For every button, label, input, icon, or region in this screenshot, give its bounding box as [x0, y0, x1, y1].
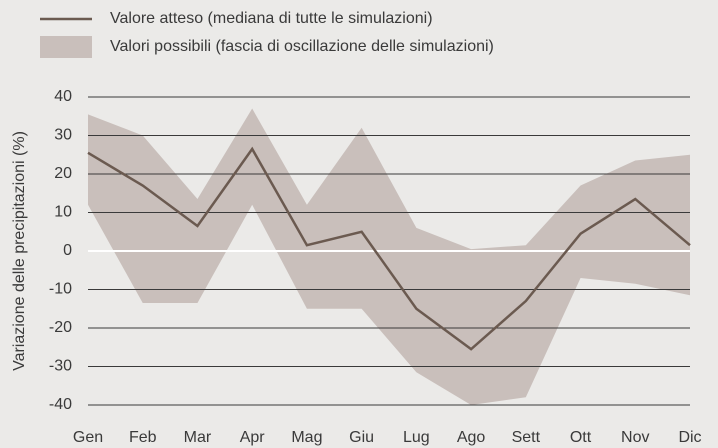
y-tick-label: -30: [49, 358, 72, 375]
x-tick-label: Giu: [349, 429, 374, 446]
x-tick-label: Apr: [240, 429, 266, 446]
x-tick-label: Feb: [129, 429, 157, 446]
x-tick-label: Sett: [512, 429, 541, 446]
legend-label: Valore atteso (mediana di tutte le simul…: [110, 10, 433, 27]
x-tick-label: Dic: [678, 429, 701, 446]
x-tick-label: Nov: [621, 429, 649, 446]
y-tick-label: -10: [49, 281, 72, 298]
median-line: [87, 146, 691, 351]
y-axis-label: Variazione delle precipitazioni (%): [11, 131, 28, 371]
band: [88, 108, 690, 406]
x-tick-label: Mag: [291, 429, 322, 446]
x-tick-label: Ago: [457, 429, 486, 446]
y-tick-label: -20: [49, 319, 72, 336]
x-tick-label: Lug: [403, 429, 430, 446]
y-tick-label: 0: [63, 242, 72, 259]
x-tick-label: Gen: [73, 429, 103, 446]
y-tick-label: 10: [54, 204, 72, 221]
y-tick-label: 20: [54, 165, 72, 182]
legend-label: Valori possibili (fascia di oscillazione…: [110, 38, 494, 55]
x-tick-label: Ott: [570, 429, 592, 446]
y-tick-label: 30: [54, 127, 72, 144]
y-tick-label: -40: [49, 396, 72, 413]
legend-band-swatch: [40, 36, 92, 58]
x-tick-label: Mar: [184, 429, 212, 446]
y-tick-label: 40: [54, 88, 72, 105]
